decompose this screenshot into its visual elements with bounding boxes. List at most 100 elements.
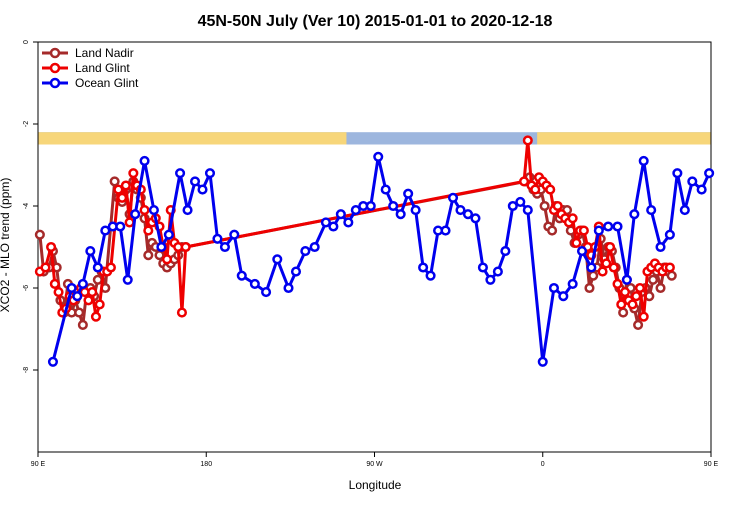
data-point bbox=[229, 229, 240, 240]
data-point bbox=[290, 266, 302, 277]
data-point bbox=[74, 307, 85, 318]
y-tick-label: -8 bbox=[23, 367, 30, 373]
data-point bbox=[373, 151, 384, 162]
data-point bbox=[365, 200, 376, 212]
data-point bbox=[46, 241, 57, 253]
data-point bbox=[87, 287, 98, 298]
data-point bbox=[593, 225, 604, 236]
data-point bbox=[440, 225, 451, 236]
data-point bbox=[539, 200, 550, 212]
data-point bbox=[621, 274, 632, 285]
data-point bbox=[608, 262, 619, 273]
data-point bbox=[618, 307, 629, 318]
data-point bbox=[507, 200, 518, 212]
data-point bbox=[530, 184, 541, 195]
data-point bbox=[139, 205, 150, 216]
series-layer bbox=[34, 135, 715, 367]
data-point bbox=[537, 356, 548, 367]
axes: 90 E 180 90 W 0 90 E 0 -2 -4 -6 -8 bbox=[23, 40, 719, 468]
data-point bbox=[219, 241, 230, 253]
data-point bbox=[204, 168, 216, 179]
data-point bbox=[272, 254, 283, 265]
legend-item: Ocean Glint bbox=[42, 76, 139, 90]
data-point bbox=[113, 184, 124, 195]
data-point bbox=[94, 299, 105, 310]
data-point bbox=[584, 282, 595, 294]
data-point bbox=[236, 270, 247, 281]
x-tick-label: 90 E bbox=[31, 461, 46, 468]
series-land-glint bbox=[34, 135, 675, 322]
data-point bbox=[350, 205, 361, 216]
data-point bbox=[100, 225, 111, 236]
data-point bbox=[672, 168, 683, 179]
data-point bbox=[395, 209, 406, 220]
data-point bbox=[612, 278, 623, 289]
data-point bbox=[522, 135, 533, 146]
data-point bbox=[300, 246, 311, 257]
data-point bbox=[646, 205, 657, 216]
data-point bbox=[545, 184, 556, 195]
data-point bbox=[477, 262, 488, 273]
y-tick-label: -2 bbox=[23, 121, 30, 127]
data-point bbox=[92, 274, 103, 285]
data-point bbox=[197, 184, 208, 195]
data-point bbox=[418, 262, 429, 273]
data-point bbox=[283, 282, 294, 294]
data-point bbox=[586, 262, 597, 273]
data-point bbox=[679, 205, 690, 216]
data-point bbox=[605, 241, 616, 253]
data-point bbox=[578, 225, 589, 236]
data-point bbox=[180, 241, 191, 253]
data-point bbox=[143, 250, 154, 261]
data-point bbox=[92, 262, 103, 273]
data-point bbox=[597, 266, 608, 277]
x-tick-label: 180 bbox=[200, 461, 212, 468]
data-point bbox=[522, 205, 533, 216]
data-point bbox=[380, 184, 391, 195]
data-point bbox=[410, 205, 421, 216]
data-point bbox=[500, 246, 511, 257]
x-tick-label: 90 W bbox=[366, 461, 383, 468]
data-point bbox=[603, 221, 614, 232]
data-point bbox=[447, 192, 459, 203]
data-point bbox=[66, 282, 77, 294]
data-point bbox=[156, 241, 167, 253]
data-point bbox=[627, 299, 638, 310]
series-line bbox=[51, 155, 711, 364]
data-point bbox=[90, 311, 102, 322]
data-point bbox=[77, 319, 88, 330]
y-axis-label: XCO2 - MLO trend (ppm) bbox=[0, 178, 12, 313]
land-ocean-strip bbox=[38, 132, 711, 145]
data-point bbox=[631, 291, 642, 302]
data-point bbox=[666, 270, 677, 281]
data-point bbox=[655, 282, 666, 294]
x-tick-label: 0 bbox=[541, 461, 545, 468]
data-point bbox=[576, 246, 588, 257]
data-point bbox=[567, 278, 578, 289]
data-point bbox=[633, 319, 644, 330]
data-point bbox=[567, 213, 578, 224]
data-point bbox=[130, 209, 141, 220]
series-ocean-glint bbox=[47, 151, 715, 367]
data-point bbox=[212, 233, 223, 244]
data-point bbox=[176, 307, 187, 318]
data-point bbox=[40, 262, 51, 273]
data-point bbox=[128, 168, 139, 179]
legend-label: Ocean Glint bbox=[75, 76, 139, 90]
data-point bbox=[552, 200, 563, 212]
data-point bbox=[320, 217, 331, 228]
data-point bbox=[122, 274, 133, 285]
legend-label: Land Nadir bbox=[75, 46, 134, 60]
data-point bbox=[638, 311, 649, 322]
data-point bbox=[616, 299, 627, 310]
data-point bbox=[148, 205, 159, 216]
y-tick-label: -6 bbox=[23, 285, 30, 291]
data-point bbox=[120, 180, 131, 191]
data-point bbox=[638, 155, 649, 166]
legend-label: Land Glint bbox=[75, 61, 130, 75]
data-point bbox=[647, 274, 659, 285]
data-point bbox=[403, 188, 414, 199]
data-point bbox=[619, 287, 631, 298]
data-point bbox=[182, 205, 193, 216]
